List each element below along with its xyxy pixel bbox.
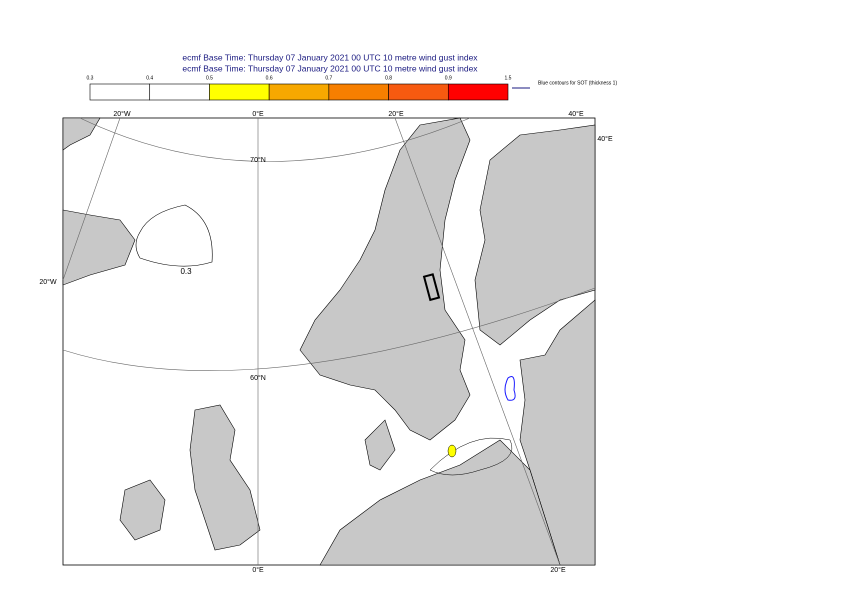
legend-box <box>447 83 509 101</box>
highlight-box <box>422 273 441 302</box>
land <box>319 439 561 566</box>
land <box>519 299 596 566</box>
legend-box <box>388 83 449 101</box>
graticule-label: 40°E <box>568 110 584 118</box>
graticule-label: 20°E <box>550 566 566 574</box>
legend-tick-label: 1.5 <box>505 75 512 81</box>
legend-tick-label: 0.3 <box>87 75 94 81</box>
gust-area <box>447 444 457 458</box>
contour-label: 0.3 <box>180 267 192 276</box>
graticule-label: 20°W <box>39 278 57 286</box>
graticule-label: 0°E <box>252 566 264 574</box>
parallel <box>62 287 596 371</box>
graticule-label: 20°W <box>113 110 131 118</box>
map: 0.3 <box>62 117 596 566</box>
legend-tick-label: 0.9 <box>445 75 452 81</box>
legend-box <box>268 83 330 101</box>
contour <box>429 437 513 476</box>
land <box>119 479 166 541</box>
land <box>62 117 101 151</box>
graticule-label: 0°E <box>252 110 264 118</box>
legend-tick-label: 0.7 <box>325 75 332 81</box>
legend-box <box>89 83 151 101</box>
title-line: ecmf Base Time: Thursday 07 January 2021… <box>182 63 478 73</box>
legend-note: Blue contours for SOT (thickness 1) <box>538 80 617 86</box>
legend-tick-label: 0.8 <box>385 75 392 81</box>
land <box>474 124 596 346</box>
graticule-label: 60°N <box>250 374 266 382</box>
land <box>299 117 471 441</box>
land <box>364 419 396 471</box>
contour <box>135 204 213 267</box>
meridian <box>394 117 561 566</box>
meridian <box>62 117 121 281</box>
legend-box <box>209 83 270 101</box>
legend-box <box>149 83 210 101</box>
sot-contour <box>504 376 516 401</box>
legend: 0.3 0.4 0.5 0.6 0.7 0.8 0.9 1.5 <box>87 75 512 101</box>
legend-box <box>328 83 389 101</box>
legend-tick-label: 0.6 <box>266 75 273 81</box>
title-line: ecmf Base Time: Thursday 07 January 2021… <box>182 52 478 62</box>
graticule-label: 70°N <box>250 156 266 164</box>
parallel <box>79 117 471 162</box>
legend-tick-label: 0.4 <box>146 75 153 81</box>
graticule-label: 40°E <box>597 135 613 143</box>
legend-tick-label: 0.5 <box>206 75 213 81</box>
land <box>189 404 261 551</box>
graticule-label: 20°E <box>388 110 404 118</box>
